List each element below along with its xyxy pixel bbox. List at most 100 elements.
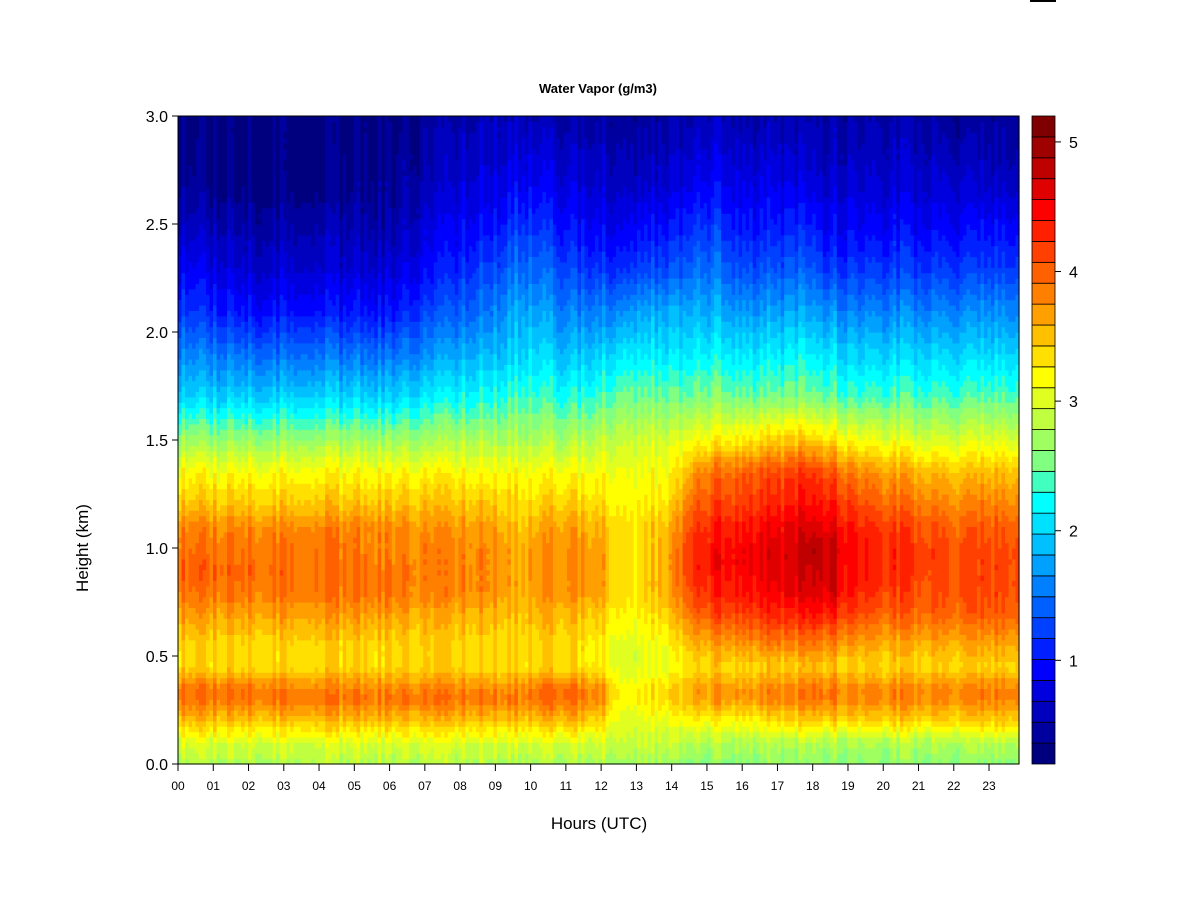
heatmap-cell [241, 564, 245, 570]
heatmap-cell [262, 483, 266, 489]
heatmap-cell [259, 721, 263, 727]
heatmap-cell [199, 343, 203, 349]
heatmap-cell [252, 505, 256, 511]
heatmap-cell [206, 602, 210, 608]
heatmap-cell [269, 316, 273, 322]
heatmap-cell [203, 748, 207, 754]
heatmap-cell [217, 359, 221, 365]
heatmap-cell [227, 375, 231, 381]
heatmap-cell [248, 397, 252, 403]
heatmap-cell [266, 197, 270, 203]
heatmap-cell [276, 715, 280, 721]
heatmap-cell [189, 591, 193, 597]
heatmap-cell [273, 478, 277, 484]
heatmap-cell [276, 256, 280, 262]
heatmap-cell [224, 267, 228, 273]
heatmap-cell [224, 699, 228, 705]
heatmap-cell [182, 256, 186, 262]
heatmap-cell [185, 375, 189, 381]
heatmap-cell [283, 445, 287, 451]
heatmap-cell [269, 251, 273, 257]
heatmap-cell [192, 408, 196, 414]
heatmap-cell [259, 537, 263, 543]
heatmap-cell [252, 283, 256, 289]
heatmap-cell [283, 732, 287, 738]
heatmap-cell [213, 192, 217, 198]
heatmap-cell [276, 499, 280, 505]
heatmap-cell [287, 386, 291, 392]
heatmap-cell [217, 246, 221, 252]
heatmap-cell [252, 262, 256, 268]
heatmap-cell [245, 116, 249, 122]
heatmap-cell [178, 208, 182, 214]
heatmap-cell [178, 148, 182, 154]
heatmap-cell [196, 721, 200, 727]
heatmap-cell [189, 726, 193, 732]
heatmap-cell [280, 300, 284, 306]
heatmap-cell [238, 148, 242, 154]
heatmap-cell [259, 343, 263, 349]
heatmap-cell [238, 489, 242, 495]
heatmap-cell [266, 283, 270, 289]
heatmap-cell [276, 440, 280, 446]
heatmap-cell [234, 138, 238, 144]
heatmap-cell [248, 548, 252, 554]
heatmap-cell [206, 651, 210, 657]
heatmap-cell [255, 300, 259, 306]
heatmap-cell [276, 661, 280, 667]
heatmap-cell [287, 726, 291, 732]
heatmap-cell [266, 683, 270, 689]
heatmap-cell [217, 753, 221, 759]
heatmap-cell [199, 678, 203, 684]
heatmap-cell [259, 462, 263, 468]
heatmap-cell [206, 413, 210, 419]
heatmap-cell [238, 478, 242, 484]
heatmap-cell [224, 440, 228, 446]
heatmap-cell [283, 748, 287, 754]
heatmap-cell [290, 634, 294, 640]
heatmap-cell [252, 267, 256, 273]
heatmap-cell [280, 505, 284, 511]
heatmap-cell [182, 224, 186, 230]
heatmap-cell [185, 197, 189, 203]
heatmap-cell [245, 337, 249, 343]
heatmap-cell [276, 521, 280, 527]
heatmap-cell [196, 753, 200, 759]
heatmap-cell [227, 337, 231, 343]
heatmap-cell [280, 429, 284, 435]
heatmap-cell [213, 440, 217, 446]
heatmap-cell [238, 699, 242, 705]
heatmap-cell [262, 435, 266, 441]
heatmap-cell [231, 240, 235, 246]
heatmap-cell [199, 478, 203, 484]
heatmap-cell [182, 748, 186, 754]
heatmap-cell [192, 640, 196, 646]
heatmap-cell [283, 246, 287, 252]
heatmap-cell [245, 548, 249, 554]
heatmap-cell [185, 391, 189, 397]
heatmap-cell [259, 521, 263, 527]
heatmap-cell [220, 618, 224, 624]
heatmap-cell [280, 607, 284, 613]
heatmap-cell [213, 213, 217, 219]
heatmap-cell [259, 510, 263, 516]
heatmap-cell [210, 219, 214, 225]
heatmap-cell [259, 208, 263, 214]
heatmap-cell [203, 602, 207, 608]
heatmap-cell [234, 537, 238, 543]
heatmap-cell [192, 121, 196, 127]
heatmap-cell [203, 618, 207, 624]
heatmap-cell [196, 483, 200, 489]
heatmap-cell [227, 651, 231, 657]
heatmap-cell [266, 483, 270, 489]
heatmap-cell [255, 332, 259, 338]
heatmap-cell [231, 170, 235, 176]
heatmap-cell [241, 246, 245, 252]
heatmap-cell [196, 359, 200, 365]
heatmap-cell [227, 197, 231, 203]
heatmap-cell [227, 672, 231, 678]
heatmap-cell [224, 753, 228, 759]
heatmap-cell [206, 483, 210, 489]
heatmap-cell [280, 375, 284, 381]
heatmap-cell [196, 186, 200, 192]
